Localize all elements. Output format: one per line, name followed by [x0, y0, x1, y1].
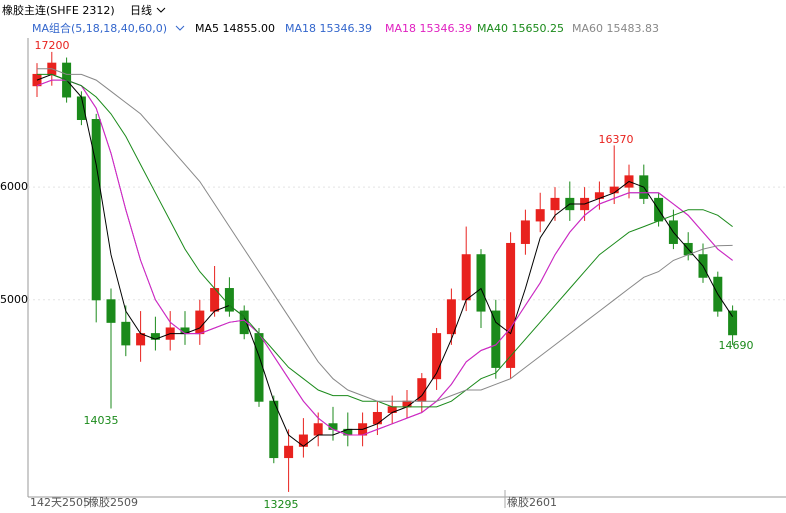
candle-body	[432, 333, 442, 380]
candle-body	[106, 299, 116, 323]
x-label: 橡胶2601	[507, 495, 557, 509]
candle-body	[313, 423, 323, 436]
legend-entry: MA18 15346.39	[285, 22, 372, 35]
legend-entry: MA40 15650.25	[477, 22, 564, 35]
candle-body	[446, 299, 456, 335]
candle-body	[328, 423, 338, 430]
candle-body	[728, 310, 738, 336]
legend-entry: MA5 14855.00	[195, 22, 275, 35]
candle-body	[254, 333, 264, 402]
chart-title: 橡胶主连(SHFE 2312)	[2, 3, 115, 17]
candle-body	[195, 310, 205, 335]
candle-body	[491, 310, 501, 368]
legend-value: 15483.83	[607, 22, 660, 35]
annotation: 13295	[264, 498, 299, 511]
x-label: 2505	[62, 496, 90, 509]
ma-group[interactable]: MA组合(5,18,18,40,60,0)	[32, 21, 167, 35]
y-tick-label: 6000	[0, 180, 28, 193]
annotation: 14035	[84, 414, 119, 427]
ma-line	[37, 68, 733, 402]
candle-body	[461, 254, 471, 301]
legend-value: 14855.00	[223, 22, 276, 35]
candle-body	[476, 254, 486, 312]
legend-value: 15346.39	[420, 22, 473, 35]
annotation: 16370	[599, 133, 634, 146]
legend-name: MA18	[385, 22, 416, 35]
ma-line	[36, 79, 733, 436]
dropdown-arrow[interactable]	[156, 7, 166, 13]
legend-entry: MA18 15346.39	[385, 22, 472, 35]
candle-body	[239, 310, 249, 335]
legend-value: 15346.39	[320, 22, 373, 35]
ma-line	[36, 73, 734, 447]
candle-body	[535, 209, 545, 222]
candle-body	[506, 242, 516, 368]
y-tick-label: 5000	[0, 293, 28, 306]
candle-body	[550, 197, 560, 211]
period[interactable]: 日线	[130, 3, 152, 17]
candle-body	[91, 119, 101, 301]
candle-body	[284, 445, 294, 459]
candle-body	[520, 220, 530, 244]
legend-value: 15650.25	[512, 22, 565, 35]
legend-name: MA60	[572, 22, 603, 35]
candle-body	[402, 400, 412, 408]
candle-body	[609, 186, 619, 194]
candle-body	[121, 321, 131, 346]
x-label: 142天	[30, 496, 62, 509]
dropdown-arrow[interactable]	[175, 25, 185, 31]
candle-body	[269, 400, 279, 459]
annotation: 14690	[719, 339, 754, 352]
candle-body	[136, 333, 146, 346]
legend-name: MA18	[285, 22, 316, 35]
legend-name: MA5	[195, 22, 219, 35]
x-label: 橡胶2509	[88, 495, 138, 509]
legend-name: MA40	[477, 22, 508, 35]
legend-entry: MA60 15483.83	[572, 22, 659, 35]
candle-body	[224, 288, 234, 312]
ma-line	[37, 73, 733, 408]
annotation: 17200	[35, 39, 70, 52]
